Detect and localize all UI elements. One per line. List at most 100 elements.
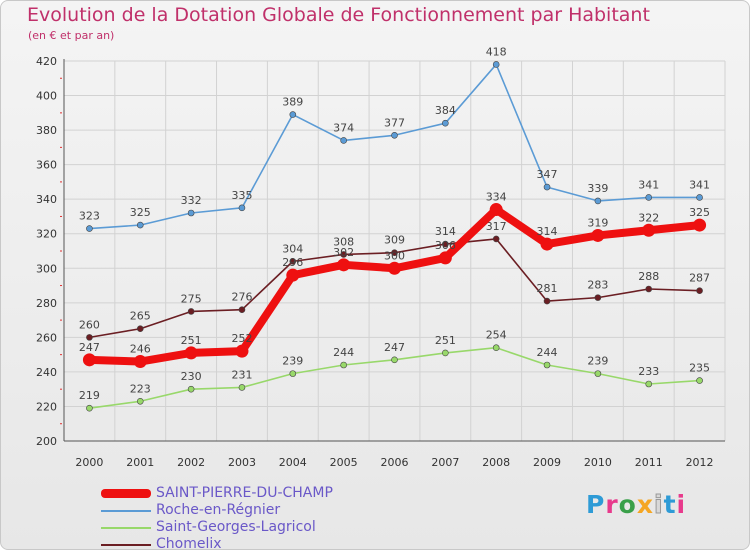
data-label: 233 <box>638 365 659 378</box>
data-point <box>594 370 602 377</box>
data-label: 300 <box>384 249 405 262</box>
data-label: 308 <box>333 235 354 248</box>
data-label: 314 <box>537 225 558 238</box>
x-tick-label: 2005 <box>330 456 358 469</box>
data-point <box>645 194 653 201</box>
legend-item: Saint-Georges-Lagricol <box>101 519 401 536</box>
data-point <box>540 237 554 251</box>
data-point <box>492 235 500 243</box>
data-point <box>594 197 602 205</box>
logo-letter: t <box>663 490 677 519</box>
data-point <box>492 61 500 68</box>
data-point <box>86 404 93 412</box>
data-point <box>642 223 656 237</box>
data-label: 265 <box>130 310 151 323</box>
data-point <box>136 325 144 333</box>
data-label: 306 <box>435 239 456 252</box>
data-label: 219 <box>79 389 100 402</box>
data-point <box>438 251 452 265</box>
data-label: 302 <box>333 246 354 259</box>
data-point <box>645 380 653 388</box>
data-label: 325 <box>689 206 710 219</box>
data-label: 239 <box>587 355 608 368</box>
data-label: 296 <box>282 256 303 269</box>
data-point <box>238 204 246 212</box>
data-point <box>388 261 401 275</box>
data-label: 252 <box>231 332 252 345</box>
data-point <box>340 361 347 369</box>
legend-swatch <box>101 510 151 512</box>
data-label: 377 <box>384 116 405 129</box>
data-point <box>693 218 707 232</box>
logo-letter: r <box>605 490 619 519</box>
data-point <box>696 287 703 295</box>
legend-swatch <box>101 544 151 546</box>
y-tick-label: 400 <box>36 90 57 103</box>
proxiti-logo: Proxiti <box>586 490 686 520</box>
data-label: 230 <box>181 370 202 383</box>
legend-swatch <box>101 489 151 498</box>
x-tick-label: 2002 <box>177 456 205 469</box>
data-label: 247 <box>384 341 405 354</box>
data-point <box>645 285 653 293</box>
data-point <box>235 344 249 358</box>
data-point <box>82 353 96 367</box>
data-point <box>289 258 297 265</box>
legend-label: SAINT-PIERRE-DU-CHAMP <box>156 485 333 501</box>
data-label: 332 <box>181 194 202 207</box>
data-label: 244 <box>537 346 558 359</box>
y-tick-label: 300 <box>36 262 57 275</box>
data-point <box>187 385 195 393</box>
data-label: 276 <box>231 291 252 304</box>
x-tick-label: 2009 <box>533 456 561 469</box>
y-tick-label: 320 <box>36 228 57 241</box>
data-point <box>391 249 398 257</box>
logo-letter: i <box>654 490 664 520</box>
data-point <box>136 397 144 405</box>
legend-item: SAINT-PIERRE-DU-CHAMP <box>101 485 401 502</box>
data-point <box>543 297 551 305</box>
legend-swatch <box>101 527 151 529</box>
logo-letter: P <box>586 490 606 519</box>
data-point <box>696 194 703 201</box>
data-label: 374 <box>333 121 354 134</box>
x-tick-label: 2006 <box>381 456 409 469</box>
data-label: 325 <box>130 206 151 219</box>
data-label: 281 <box>537 282 558 295</box>
data-label: 247 <box>79 341 100 354</box>
data-point <box>187 308 195 315</box>
data-point <box>442 119 449 127</box>
data-label: 283 <box>587 279 608 292</box>
data-point <box>133 355 147 369</box>
chart-subtitle: (en € et par an) <box>28 29 115 42</box>
data-label: 323 <box>79 210 100 223</box>
y-tick-label: 220 <box>36 400 57 413</box>
x-tick-label: 2000 <box>75 456 103 469</box>
data-label: 223 <box>130 382 151 395</box>
data-label: 334 <box>486 191 507 204</box>
data-label: 319 <box>587 216 608 229</box>
data-label: 335 <box>231 189 252 202</box>
data-point <box>340 251 347 258</box>
data-label: 314 <box>435 225 456 238</box>
data-label: 389 <box>282 96 303 109</box>
legend-item: Chomelix <box>101 536 401 550</box>
legend-label: Chomelix <box>156 536 222 550</box>
legend-item: Roche-en-Régnier <box>101 502 401 519</box>
legend-label: Saint-Georges-Lagricol <box>156 519 316 535</box>
data-point <box>238 306 246 314</box>
data-point <box>391 356 398 364</box>
chart-title: Evolution de la Dotation Globale de Fonc… <box>27 4 650 26</box>
data-label: 317 <box>486 220 507 233</box>
data-label: 287 <box>689 272 710 285</box>
data-point <box>591 228 605 242</box>
data-label: 251 <box>435 334 456 347</box>
y-tick-label: 360 <box>36 159 57 172</box>
x-tick-label: 2008 <box>482 456 510 469</box>
logo-letter: o <box>618 490 637 519</box>
data-point <box>543 183 551 191</box>
x-tick-label: 2003 <box>228 456 256 469</box>
data-point <box>543 361 551 369</box>
data-point <box>136 221 144 229</box>
